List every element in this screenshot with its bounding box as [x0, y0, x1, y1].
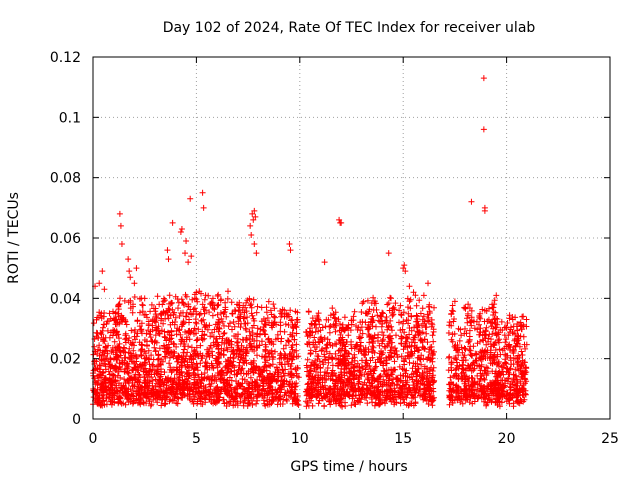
y-tick-label: 0.1 — [59, 110, 81, 126]
roti-point — [188, 253, 195, 260]
roti-point — [481, 207, 488, 214]
x-axis-label: GPS time / hours — [290, 459, 407, 475]
roti-point — [177, 228, 184, 235]
roti-point — [253, 250, 260, 257]
roti-point — [183, 238, 190, 245]
roti-point — [164, 247, 171, 254]
roti-point — [118, 241, 125, 248]
roti-point — [125, 256, 132, 263]
roti-point — [338, 219, 345, 226]
roti-point — [287, 247, 294, 254]
roti-point — [250, 216, 257, 223]
roti-point — [222, 304, 229, 311]
roti-point — [350, 313, 357, 320]
x-tick-label: 5 — [192, 431, 201, 447]
roti-point-cloud — [90, 288, 530, 410]
roti-point — [199, 189, 206, 196]
roti-point — [451, 298, 458, 305]
roti-point — [200, 204, 207, 211]
roti-point — [178, 225, 185, 232]
y-tick-label: 0 — [72, 412, 81, 428]
x-tick-label: 10 — [291, 431, 309, 447]
x-tick-label: 0 — [89, 431, 98, 447]
roti-point — [248, 231, 255, 238]
roti-point — [410, 289, 417, 296]
roti-point — [267, 307, 274, 314]
roti-point — [156, 301, 163, 308]
roti-point — [278, 310, 285, 317]
roti-point — [251, 207, 258, 214]
chart-title: Day 102 of 2024, Rate Of TEC Index for r… — [163, 20, 536, 36]
roti-point — [126, 268, 133, 275]
roti-point — [401, 262, 408, 269]
roti-point — [489, 301, 496, 308]
roti-point — [402, 268, 409, 275]
roti-point — [252, 213, 259, 220]
roti-point — [101, 286, 108, 293]
roti-point — [141, 295, 148, 302]
y-tick-label: 0.06 — [50, 231, 81, 247]
roti-point — [406, 283, 413, 290]
roti-point — [385, 250, 392, 257]
roti-point — [187, 195, 194, 202]
x-tick-label: 25 — [601, 431, 619, 447]
roti-point — [106, 310, 113, 317]
y-tick-label: 0.12 — [50, 50, 81, 66]
roti-point — [99, 268, 106, 275]
roti-point — [315, 316, 322, 323]
roti-point — [185, 259, 192, 266]
roti-point — [169, 219, 176, 226]
roti-point — [133, 265, 140, 272]
roti-point — [336, 216, 343, 223]
x-tick-label: 20 — [498, 431, 516, 447]
roti-point — [480, 126, 487, 133]
roti-point — [247, 222, 254, 229]
roti-point — [462, 304, 469, 311]
roti-point — [117, 222, 124, 229]
y-tick-label: 0.02 — [50, 352, 81, 368]
roti-point — [182, 250, 189, 257]
roti-point — [96, 280, 103, 287]
roti-point — [286, 241, 293, 248]
y-tick-label: 0.08 — [50, 171, 81, 187]
axis-ticks: 0 5 10 15 20 25 0 0.02 0.04 0.06 0.08 0.1 0.12 — [50, 50, 619, 447]
roti-point — [493, 292, 500, 299]
roti-point — [468, 198, 475, 205]
roti-point — [131, 280, 138, 287]
roti-point — [425, 280, 432, 287]
y-tick-label: 0.04 — [50, 291, 81, 307]
roti-point — [400, 265, 407, 272]
roti-point — [420, 292, 427, 299]
roti-point — [209, 295, 216, 302]
roti-point — [251, 241, 258, 248]
roti-point — [321, 259, 328, 266]
y-axis-label: ROTI / TECUs — [6, 192, 22, 284]
x-tick-label: 15 — [394, 431, 412, 447]
roti-point — [520, 313, 527, 320]
roti-point — [480, 75, 487, 82]
roti-point — [249, 210, 256, 217]
roti-point — [369, 319, 376, 326]
roti-point — [396, 307, 403, 314]
data-points — [90, 75, 530, 410]
roti-point — [165, 256, 172, 263]
grid-lines — [93, 57, 610, 419]
roti-point — [116, 210, 123, 217]
roti-point — [127, 274, 134, 281]
roti-point — [509, 316, 516, 323]
